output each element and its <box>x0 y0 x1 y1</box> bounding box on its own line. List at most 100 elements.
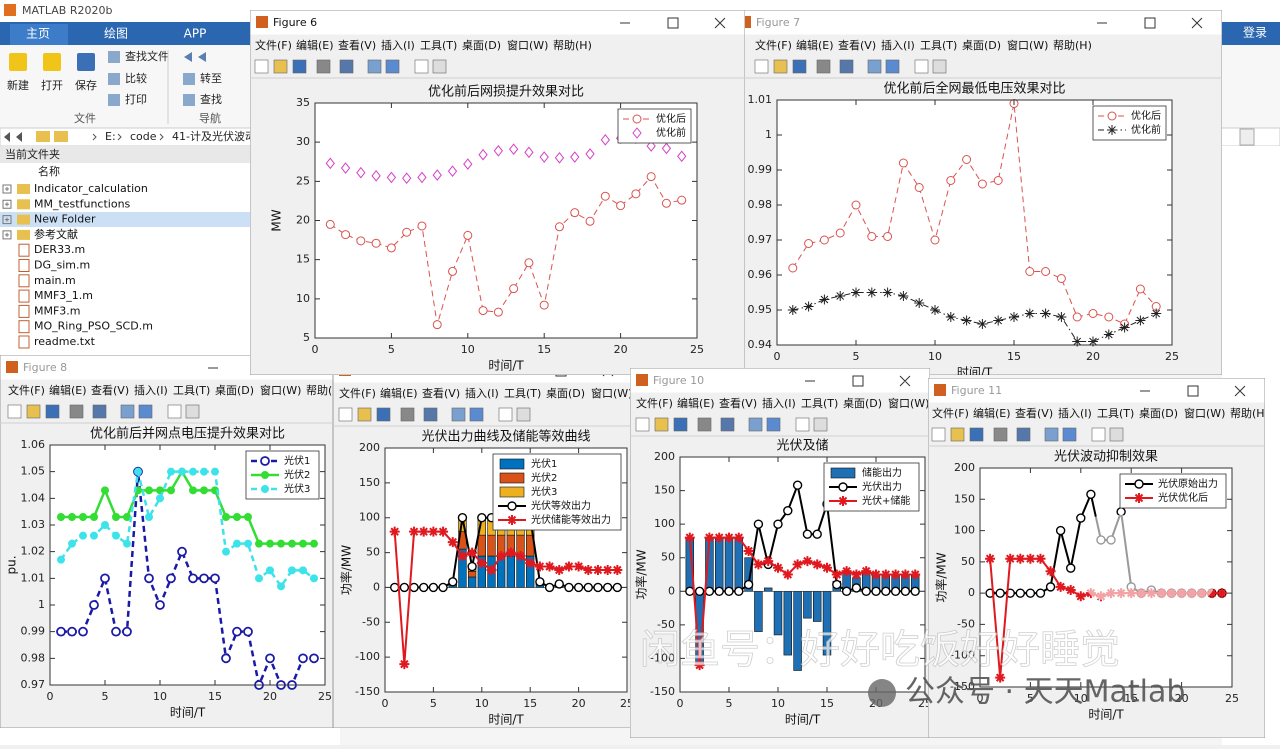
file-entry[interactable]: MMF3_1.m <box>34 289 93 302</box>
ribbon-button[interactable]: 打印 <box>125 92 147 106</box>
toolbar-button[interactable] <box>816 59 831 74</box>
toolbar-button[interactable] <box>813 417 828 432</box>
menu-item[interactable]: 桌面(D) <box>215 384 254 397</box>
window-controls[interactable] <box>620 17 726 29</box>
toolbar-button[interactable] <box>932 59 947 74</box>
toolbar-button[interactable] <box>45 404 60 419</box>
ribbon-button[interactable]: 比较 <box>125 71 147 85</box>
toolbar-button[interactable] <box>766 417 781 432</box>
file-entry[interactable]: New Folder <box>34 213 96 226</box>
menu-item[interactable]: 桌面(D) <box>546 387 585 400</box>
toolbar-button[interactable] <box>885 59 900 74</box>
menu-item[interactable]: 查看(V) <box>422 386 460 400</box>
ribbon-tab[interactable]: 绘图 <box>104 26 128 41</box>
toolbar-button[interactable] <box>376 407 391 422</box>
menu-item[interactable]: 帮助(H) <box>1230 406 1269 420</box>
toolbar-button[interactable] <box>451 407 466 422</box>
menu-item[interactable]: 桌面(D) <box>843 397 882 410</box>
toolbar-button[interactable] <box>792 59 807 74</box>
toolbar-button[interactable] <box>167 404 182 419</box>
menu-item[interactable]: 窗口(W) <box>507 38 548 52</box>
toolbar-button[interactable] <box>673 417 688 432</box>
menu-item[interactable]: 工具(T) <box>801 397 838 410</box>
menu-item[interactable]: 编辑(E) <box>796 38 834 52</box>
menu-item[interactable]: 工具(T) <box>504 387 541 400</box>
menu-item[interactable]: 查看(V) <box>719 396 757 410</box>
toolbar-button[interactable] <box>26 404 41 419</box>
file-entry[interactable]: MO_Ring_PSO_SCD.m <box>34 320 153 333</box>
toolbar-button[interactable] <box>498 407 513 422</box>
toolbar-button[interactable] <box>654 417 669 432</box>
toolbar-button[interactable] <box>931 427 946 442</box>
toolbar-button[interactable] <box>254 59 269 74</box>
menu-item[interactable]: 窗口(W) <box>260 383 301 397</box>
menu-item[interactable]: 查看(V) <box>91 383 129 397</box>
toolbar-button[interactable] <box>69 404 84 419</box>
toolbar-button[interactable] <box>748 417 763 432</box>
menu-item[interactable]: 插入(I) <box>465 386 499 400</box>
toolbar-button[interactable] <box>754 59 769 74</box>
menu-item[interactable]: 查看(V) <box>1015 406 1053 420</box>
toolbar-button[interactable] <box>339 59 354 74</box>
menu-item[interactable]: 帮助(H) <box>306 383 345 397</box>
ribbon-button[interactable]: 查找 <box>200 92 222 106</box>
path-segment[interactable]: E: <box>105 130 116 143</box>
menu-item[interactable]: 文件(F) <box>339 386 376 400</box>
ribbon-button[interactable]: 打开 <box>41 78 63 92</box>
toolbar-button[interactable] <box>357 407 372 422</box>
toolbar-button[interactable] <box>950 427 965 442</box>
menu-item[interactable]: 编辑(E) <box>296 38 334 52</box>
menu-item[interactable]: 桌面(D) <box>462 39 501 52</box>
menu-item[interactable]: 工具(T) <box>420 39 457 52</box>
toolbar-button[interactable] <box>867 59 882 74</box>
menu-item[interactable]: 查看(V) <box>338 38 376 52</box>
menu-item[interactable]: 窗口(W) <box>1184 406 1225 420</box>
menu-item[interactable]: 帮助(H) <box>553 38 592 52</box>
menu-item[interactable]: 插入(I) <box>381 38 415 52</box>
file-entry[interactable]: DER33.m <box>34 243 85 256</box>
toolbar-button[interactable] <box>1044 427 1059 442</box>
ribbon-button[interactable]: 新建 <box>7 78 29 92</box>
login[interactable]: 登录 <box>1243 25 1267 40</box>
toolbar-button[interactable] <box>138 404 153 419</box>
toolbar-button[interactable] <box>1091 427 1106 442</box>
menu-item[interactable]: 窗口(W) <box>888 396 929 410</box>
toolbar-button[interactable] <box>1109 427 1124 442</box>
toolbar-button[interactable] <box>414 59 429 74</box>
file-entry[interactable]: readme.txt <box>34 335 96 348</box>
menu-item[interactable]: 编辑(E) <box>380 386 418 400</box>
toolbar-button[interactable] <box>316 59 331 74</box>
menu-item[interactable]: 插入(I) <box>762 396 796 410</box>
toolbar-button[interactable] <box>469 407 484 422</box>
toolbar-button[interactable] <box>720 417 735 432</box>
menu-item[interactable]: 文件(F) <box>8 383 45 397</box>
path-segment[interactable]: code <box>130 130 157 143</box>
ribbon-button[interactable]: 保存 <box>75 78 97 92</box>
menu-item[interactable]: 查看(V) <box>838 38 876 52</box>
toolbar-button[interactable] <box>120 404 135 419</box>
menu-item[interactable]: 文件(F) <box>255 38 292 52</box>
menu-item[interactable]: 帮助(H) <box>1053 38 1092 52</box>
toolbar-button[interactable] <box>914 59 929 74</box>
ribbon-button[interactable]: 查找文件 <box>125 49 169 63</box>
toolbar-button[interactable] <box>7 404 22 419</box>
menu-item[interactable]: 文件(F) <box>755 38 792 52</box>
toolbar-button[interactable] <box>338 407 353 422</box>
toolbar-button[interactable] <box>993 427 1008 442</box>
menu-item[interactable]: 工具(T) <box>173 384 210 397</box>
toolbar-button[interactable] <box>839 59 854 74</box>
menu-item[interactable]: 窗口(W) <box>591 386 632 400</box>
toolbar-button[interactable] <box>969 427 984 442</box>
menu-item[interactable]: 文件(F) <box>636 396 673 410</box>
menu-item[interactable]: 工具(T) <box>1097 407 1134 420</box>
path-segment[interactable]: 41-计及光伏波动 <box>172 129 256 143</box>
toolbar-button[interactable] <box>1062 427 1077 442</box>
toolbar-button[interactable] <box>367 59 382 74</box>
file-entry[interactable]: DG_sim.m <box>34 259 90 272</box>
menu-item[interactable]: 桌面(D) <box>962 39 1001 52</box>
menu-item[interactable]: 编辑(E) <box>49 383 87 397</box>
menu-item[interactable]: 编辑(E) <box>973 406 1011 420</box>
menu-item[interactable]: 文件(F) <box>932 406 969 420</box>
menu-item[interactable]: 工具(T) <box>920 39 957 52</box>
ribbon-tab[interactable]: APP <box>184 27 207 41</box>
